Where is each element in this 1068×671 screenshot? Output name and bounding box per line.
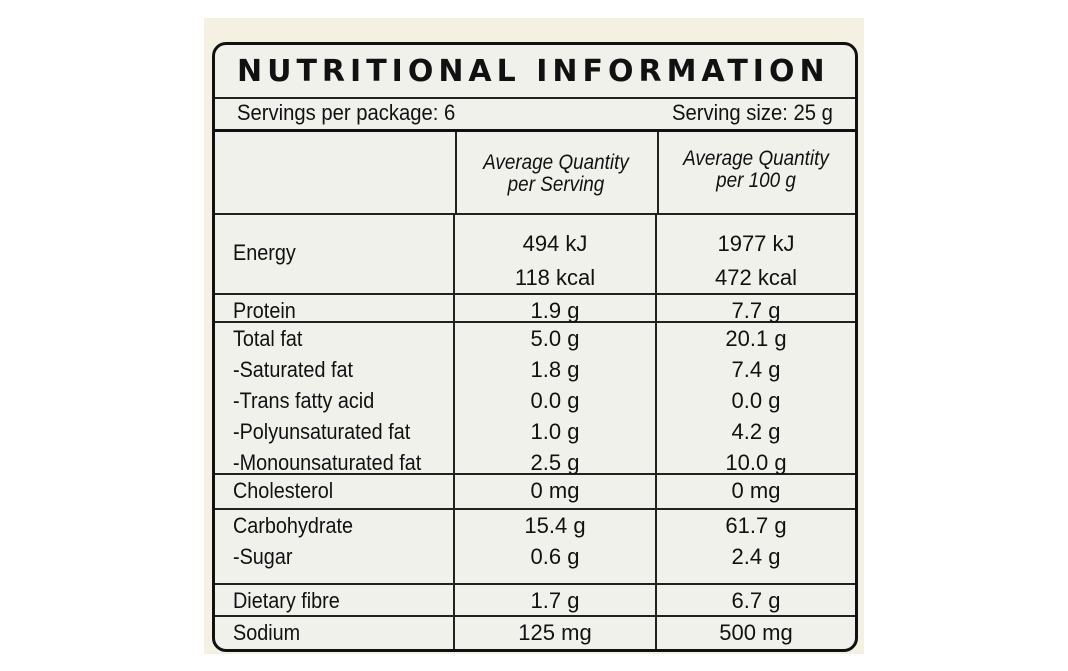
nutrient-value: 0.6 g (530, 544, 580, 569)
nutrient-value: 2.4 g (731, 544, 781, 569)
header-text: Average Quantity (683, 147, 829, 170)
nutrient-value: 118 kcal (514, 265, 596, 290)
nutrient-value: 7.7 g (731, 298, 781, 323)
nutrient-name: -Saturated fat (233, 357, 353, 382)
header-text: per Serving (507, 173, 605, 196)
per-serving-cell: 494 kJ 118 kcal (455, 215, 657, 293)
nutrient-name-cell: Dietary fibre (215, 585, 455, 615)
serving-size: Serving size: 25 g (672, 100, 833, 125)
label-title: NUTRITIONAL INFORMATION (215, 45, 855, 99)
nutrient-row: Cholesterol 0 mg 0 mg (215, 475, 855, 510)
nutrient-value: 20.1 g (725, 326, 787, 351)
nutrient-value: 472 kcal (715, 265, 797, 290)
nutrition-label: NUTRITIONAL INFORMATION Servings per pac… (212, 42, 858, 652)
nutrient-row: Carbohydrate -Sugar 15.4 g 0.6 g 61.7 g 2.4 g (215, 510, 855, 585)
nutrient-value: 0 mg (530, 478, 580, 503)
nutrient-value: 2.5 g (530, 450, 580, 475)
nutrient-value: 10.0 g (725, 450, 787, 475)
nutrient-value: 1.8 g (530, 357, 580, 382)
nutrient-name: Protein (233, 298, 296, 323)
servings-per-package: Servings per package: 6 (237, 100, 456, 125)
nutrient-name: Dietary fibre (233, 588, 340, 613)
per-100g-cell: 500 mg (657, 617, 855, 649)
nutrient-value: 1.7 g (530, 588, 580, 613)
nutrient-value: 0 mg (731, 478, 781, 503)
header-text: Average Quantity (483, 151, 629, 174)
header-row: Average Quantity per Serving Average Quan… (215, 132, 855, 215)
per-serving-cell: 5.0 g 1.8 g 0.0 g 1.0 g 2.5 g (455, 323, 657, 475)
nutrient-name: -Polyunsaturated fat (233, 419, 411, 444)
nutrient-value: 61.7 g (725, 513, 787, 538)
header-text: per 100 g (716, 169, 796, 192)
nutrient-value: 0.0 g (731, 388, 781, 413)
per-serving-cell: 1.9 g (455, 295, 657, 323)
nutrient-value: 0.0 g (530, 388, 580, 413)
per-serving-cell: 0 mg (455, 475, 657, 508)
nutrient-value: 125 mg (518, 620, 592, 645)
nutrient-value: 1.9 g (530, 298, 580, 323)
per-100g-cell: 1977 kJ 472 kcal (657, 215, 855, 293)
nutrient-value: 7.4 g (731, 357, 781, 382)
nutrient-value: 1.0 g (530, 419, 580, 444)
nutrient-name-cell: Total fat -Saturated fat -Trans fatty acid… (215, 323, 455, 475)
per-100g-cell: 0 mg (657, 475, 855, 508)
per-100g-cell: 61.7 g 2.4 g (657, 510, 855, 583)
per-100g-cell: 20.1 g 7.4 g 0.0 g 4.2 g 10.0 g (657, 323, 855, 475)
nutrient-name: Cholesterol (233, 478, 334, 503)
nutrient-name: -Sugar (233, 544, 293, 569)
per-serving-cell: 125 mg (455, 617, 657, 649)
nutrient-name: -Monounsaturated fat (233, 450, 422, 475)
per-100g-cell: 6.7 g (657, 585, 855, 615)
nutrient-name-cell: Carbohydrate -Sugar (215, 510, 455, 583)
nutrient-name: Carbohydrate (233, 513, 353, 538)
header-per-100g: Average Quantity per 100 g (657, 132, 855, 213)
nutrient-value: 1977 kJ (717, 231, 795, 256)
nutrient-value: 15.4 g (524, 513, 586, 538)
per-serving-cell: 15.4 g 0.6 g (455, 510, 657, 583)
nutrient-row: Sodium 125 mg 500 mg (215, 617, 855, 649)
nutrient-name: Total fat (233, 326, 303, 351)
nutrient-value: 6.7 g (731, 588, 781, 613)
nutrient-name: -Trans fatty acid (233, 388, 375, 413)
nutrient-name-cell: Protein (215, 295, 455, 323)
nutrient-row: Dietary fibre 1.7 g 6.7 g (215, 585, 855, 617)
per-100g-cell: 7.7 g (657, 295, 855, 323)
nutrient-value: 500 mg (719, 620, 793, 645)
nutrient-name-cell: Energy (215, 215, 455, 293)
servings-row: Servings per package: 6 Serving size: 25… (215, 97, 855, 132)
nutrient-row: Energy 494 kJ 118 kcal 1977 kJ 472 kcal (215, 215, 855, 295)
nutrient-value: 5.0 g (530, 326, 580, 351)
nutrient-value: 4.2 g (731, 419, 781, 444)
per-serving-cell: 1.7 g (455, 585, 657, 615)
nutrient-row: Total fat -Saturated fat -Trans fatty acid… (215, 323, 855, 475)
nutrient-name-cell: Sodium (215, 617, 455, 649)
nutrient-value: 494 kJ (522, 231, 588, 256)
header-per-serving: Average Quantity per Serving (455, 132, 659, 213)
nutrient-name-cell: Cholesterol (215, 475, 455, 508)
nutrient-row: Protein 1.9 g 7.7 g (215, 295, 855, 323)
nutrient-name: Sodium (233, 620, 301, 645)
header-blank (215, 132, 457, 213)
nutrient-name: Energy (233, 240, 296, 265)
